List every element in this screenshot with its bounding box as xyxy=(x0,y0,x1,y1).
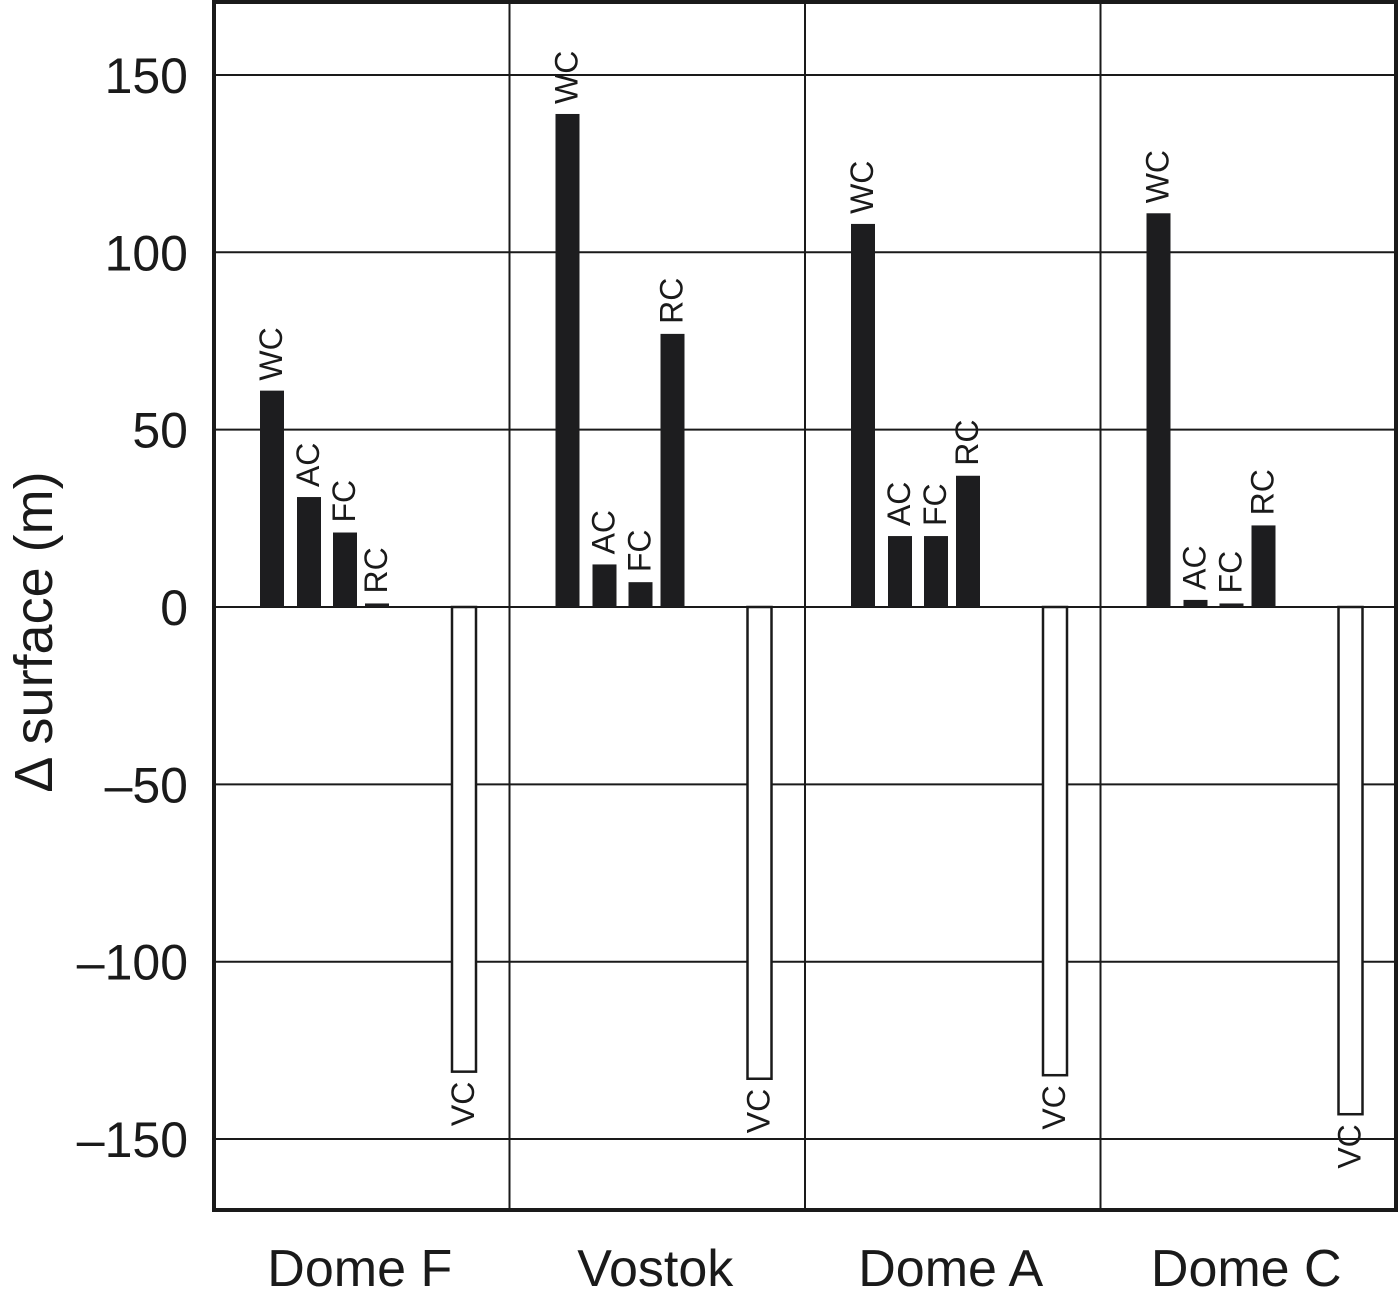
bar-wc xyxy=(260,390,284,607)
bar-label-rc: RC xyxy=(654,278,690,324)
bar-vc xyxy=(1041,605,1069,1077)
bar-label-wc: WC xyxy=(1140,150,1176,203)
bar-label-fc: FC xyxy=(917,483,953,526)
bar-rc xyxy=(660,333,685,607)
category-label: Dome C xyxy=(1151,1240,1342,1289)
bar-label-wc: WC xyxy=(253,327,289,380)
bar-label-vc: VC xyxy=(445,1082,481,1126)
y-tick-label: –50 xyxy=(105,757,188,813)
bar-wc xyxy=(851,223,875,607)
bar-label-ac: AC xyxy=(290,443,326,487)
y-tick-label: 50 xyxy=(132,403,188,459)
category-label: Dome F xyxy=(267,1240,452,1289)
bar-wc xyxy=(555,113,580,607)
bar-label-rc: RC xyxy=(949,420,985,466)
y-tick-label: 0 xyxy=(160,580,188,636)
bar-label-fc: FC xyxy=(622,530,658,573)
bar-ac xyxy=(888,536,912,607)
bar-ac xyxy=(1183,599,1208,607)
bar-label-vc: VC xyxy=(1332,1124,1368,1168)
bars xyxy=(260,113,1364,1116)
y-tick-label: –100 xyxy=(77,935,188,991)
bar-vc xyxy=(746,605,773,1081)
bar-rc xyxy=(365,603,389,607)
bar-label-fc: FC xyxy=(326,480,362,523)
category-label: Dome A xyxy=(858,1240,1043,1289)
bar-wc xyxy=(1146,213,1171,607)
bar-rc xyxy=(956,475,980,607)
bar-label-rc: RC xyxy=(1245,469,1281,515)
plot-frame xyxy=(212,0,1398,1212)
y-tick-label: –150 xyxy=(77,1112,188,1168)
category-label: Vostok xyxy=(577,1240,734,1289)
bar-label-wc: WC xyxy=(844,161,880,214)
bar-fc xyxy=(924,536,948,607)
y-tick-labels: 150 100 50 0 –50 –100 –150 xyxy=(77,48,188,1168)
bar-fc xyxy=(1219,603,1244,607)
bar-ac xyxy=(297,497,321,607)
bar-rc xyxy=(1251,525,1276,607)
bar-ac xyxy=(592,564,617,607)
bar-label-vc: VC xyxy=(741,1089,777,1133)
bar-label-ac: AC xyxy=(586,510,622,554)
grid-lines xyxy=(214,2,1396,1210)
y-tick-label: 150 xyxy=(105,48,188,104)
y-axis-label: Δ surface (m) xyxy=(4,471,64,792)
category-labels: Dome F Vostok Dome A Dome C xyxy=(267,1240,1341,1289)
y-tick-label: 100 xyxy=(105,225,188,281)
bar-vc xyxy=(450,605,478,1073)
bar-fc xyxy=(333,532,357,607)
bar-vc xyxy=(1337,605,1364,1116)
bar-label-wc: WC xyxy=(549,51,585,104)
bar-label-vc: VC xyxy=(1036,1085,1072,1129)
bar-label-ac: AC xyxy=(881,482,917,526)
bar-fc xyxy=(628,582,653,607)
bar-label-rc: RC xyxy=(358,547,394,593)
bar-label-ac: AC xyxy=(1177,545,1213,589)
bar-label-fc: FC xyxy=(1213,551,1249,594)
